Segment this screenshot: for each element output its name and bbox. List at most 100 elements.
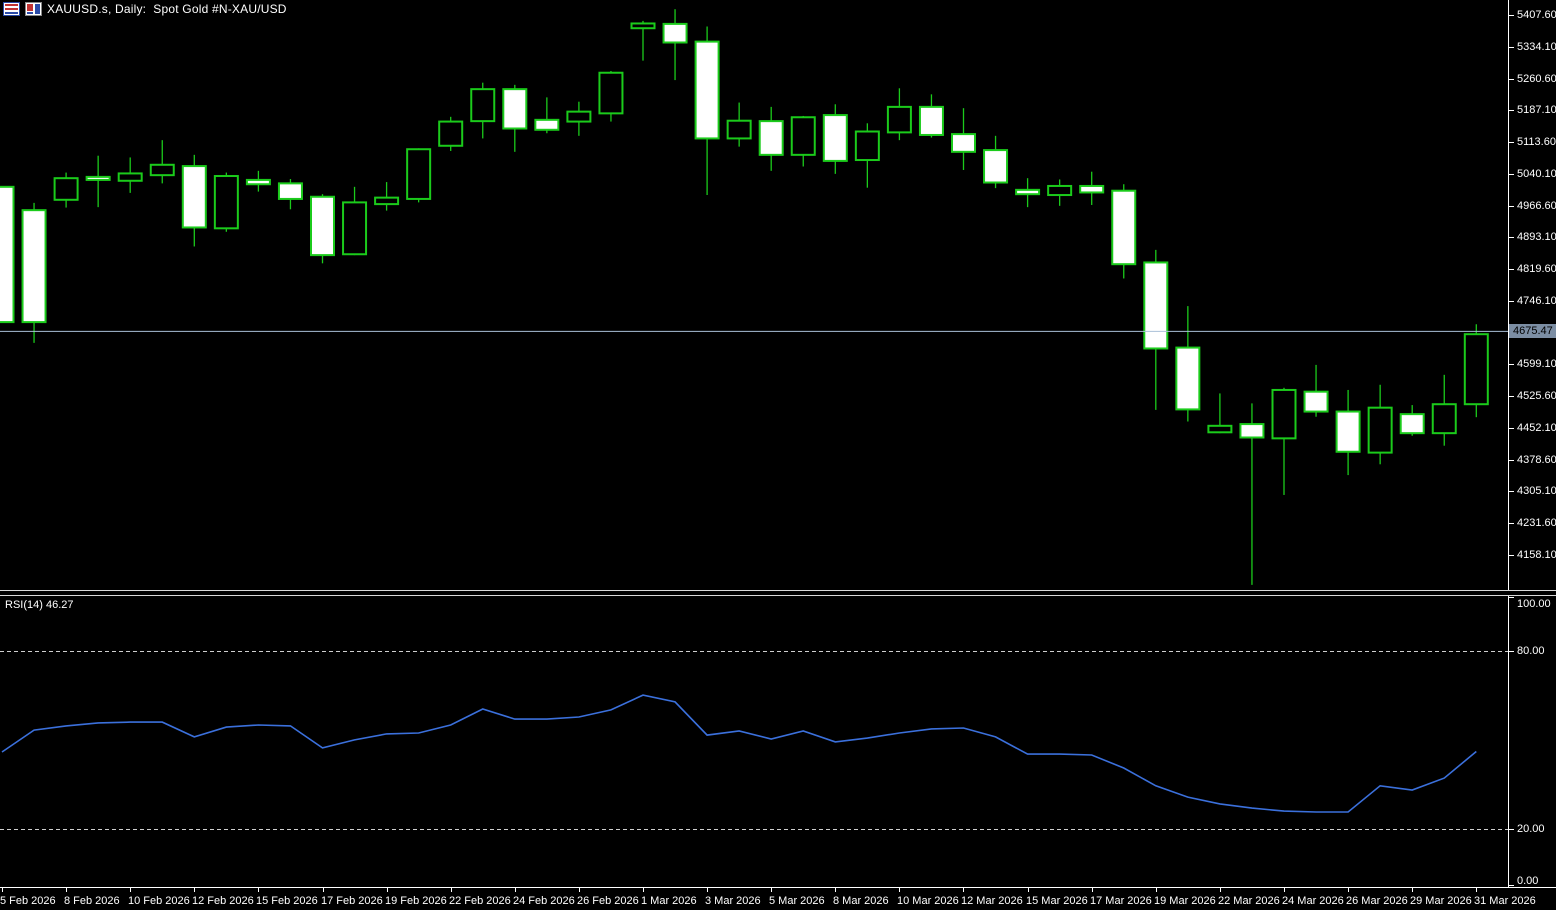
chart-list-icon[interactable]: [3, 2, 20, 16]
candle-body: [1047, 184, 1073, 197]
candle-body: [886, 105, 912, 134]
candle-body: [662, 22, 688, 44]
price-axis-label: 4452.10: [1517, 422, 1556, 434]
candle-body: [406, 148, 432, 200]
time-axis-tick: [707, 888, 708, 892]
candle-body: [310, 195, 335, 257]
candle-body: [53, 177, 79, 201]
time-axis-label: 22 Mar 2026: [1218, 895, 1280, 907]
time-axis-tick: [835, 888, 836, 892]
time-axis-label: 15 Mar 2026: [1026, 895, 1088, 907]
rsi-chart-canvas[interactable]: [0, 596, 1510, 887]
price-axis-tick: [1509, 396, 1514, 397]
price-axis-label: 4378.60: [1517, 454, 1556, 466]
candle-body: [374, 196, 400, 206]
time-axis-label: 3 Mar 2026: [705, 895, 761, 907]
rsi-axis-tick: [1509, 597, 1514, 598]
chart-title-overlay: XAUUSD.s, Daily: Spot Gold #N-XAU/USD: [3, 2, 287, 16]
time-axis-label: 1 Mar 2026: [641, 895, 697, 907]
bid-price-tag: 4675.47: [1509, 324, 1556, 338]
candle-body: [726, 119, 752, 140]
rsi-axis-tick: [1509, 829, 1514, 830]
candle-body: [438, 120, 464, 147]
candle-body: [1111, 189, 1137, 266]
candle-body: [277, 182, 303, 200]
price-axis-label: 4158.10: [1517, 549, 1556, 561]
candle-body: [983, 149, 1009, 184]
candle-body: [502, 88, 528, 130]
rsi-line: [1, 694, 1477, 813]
time-axis-label: 12 Feb 2026: [192, 895, 254, 907]
time-axis-tick: [1284, 888, 1285, 892]
panel-separator[interactable]: [0, 590, 1556, 596]
time-axis-label: 22 Feb 2026: [449, 895, 511, 907]
candle-body: [117, 172, 143, 182]
main-chart-area[interactable]: XAUUSD.s, Daily: Spot Gold #N-XAU/USD: [0, 0, 1510, 590]
time-scale[interactable]: 5 Feb 2026 8 Feb 2026 10 Feb 2026 12 Feb 20…: [0, 887, 1556, 910]
candle-body: [149, 163, 175, 177]
price-axis-label: 4966.60: [1517, 200, 1556, 212]
time-axis-label: 17 Feb 2026: [321, 895, 383, 907]
time-axis-tick: [323, 888, 324, 892]
price-axis-tick: [1509, 15, 1514, 16]
rsi-scale[interactable]: 100.00 80.00 20.00 0.00: [1508, 596, 1556, 887]
candle-body: [1367, 406, 1393, 454]
time-axis-label: 26 Mar 2026: [1346, 895, 1408, 907]
price-axis-tick: [1509, 428, 1514, 429]
price-axis-label: 4599.10: [1517, 358, 1556, 370]
rsi-axis-label: 20.00: [1517, 823, 1545, 835]
rsi-axis-label: 0.00: [1517, 875, 1539, 887]
price-chart-canvas[interactable]: [0, 0, 1510, 590]
time-axis-label: 19 Feb 2026: [385, 895, 447, 907]
candle-body: [1015, 188, 1041, 196]
price-axis-tick: [1509, 301, 1514, 302]
time-axis-tick: [1156, 888, 1157, 892]
price-axis-tick: [1509, 555, 1514, 556]
candle-body: [181, 165, 207, 229]
price-scale[interactable]: 4675.47 5407.60 5334.10 5260.60 5187.10 5113…: [1508, 0, 1556, 590]
time-axis-tick: [643, 888, 644, 892]
candle-body: [1399, 413, 1425, 435]
candle-body: [918, 105, 944, 136]
candle-body: [1207, 424, 1233, 434]
time-axis-label: 24 Feb 2026: [513, 895, 575, 907]
candle-body: [1239, 423, 1265, 439]
time-axis-tick: [451, 888, 452, 892]
time-axis-tick: [1348, 888, 1349, 892]
candle-body: [1335, 410, 1361, 453]
price-axis-label: 4525.60: [1517, 390, 1556, 402]
candle-body: [1303, 390, 1329, 413]
time-axis-tick: [2, 888, 3, 892]
price-axis-label: 5113.60: [1517, 136, 1556, 148]
time-axis-tick: [1220, 888, 1221, 892]
price-axis-label: 5334.10: [1517, 41, 1556, 53]
price-axis-tick: [1509, 237, 1514, 238]
candle-body: [21, 209, 47, 324]
time-axis-tick: [1412, 888, 1413, 892]
candle-body: [1271, 388, 1297, 440]
time-axis-label: 10 Feb 2026: [128, 895, 190, 907]
price-axis-label: 5040.10: [1517, 168, 1556, 180]
time-axis-tick: [387, 888, 388, 892]
time-axis-tick: [579, 888, 580, 892]
candle-body: [598, 71, 624, 115]
price-axis-tick: [1509, 79, 1514, 80]
time-axis-label: 15 Feb 2026: [256, 895, 318, 907]
rsi-panel[interactable]: RSI(14) 46.27: [0, 596, 1510, 887]
time-axis-label: 26 Feb 2026: [577, 895, 639, 907]
price-axis-tick: [1509, 523, 1514, 524]
chart-title: XAUUSD.s, Daily: Spot Gold #N-XAU/USD: [47, 2, 287, 16]
time-axis-label: 8 Mar 2026: [833, 895, 889, 907]
candle-body: [85, 175, 111, 181]
price-axis-label: 4893.10: [1517, 231, 1556, 243]
time-axis-label: 8 Feb 2026: [64, 895, 120, 907]
time-axis-tick: [963, 888, 964, 892]
time-axis-tick: [194, 888, 195, 892]
rsi-axis-tick: [1509, 651, 1514, 652]
time-axis-label: 12 Mar 2026: [961, 895, 1023, 907]
candle-body: [342, 201, 368, 256]
chart-window-icon[interactable]: [25, 2, 42, 16]
time-axis-label: 31 Mar 2026: [1474, 895, 1536, 907]
rsi-axis-label: 80.00: [1517, 645, 1545, 657]
